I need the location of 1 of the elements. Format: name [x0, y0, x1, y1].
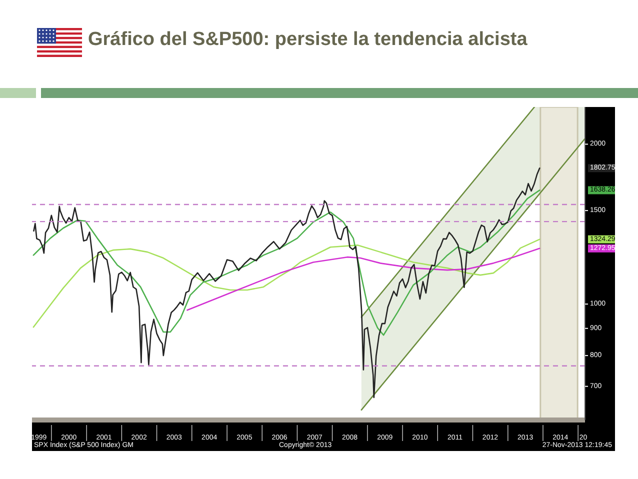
chart-title: Gráfico del S&P500: persiste la tendencia alcista	[88, 29, 528, 51]
